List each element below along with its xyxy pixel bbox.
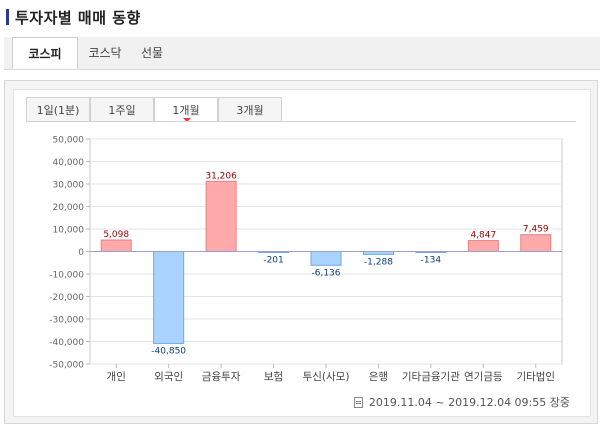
x-tick-label: 개인	[107, 371, 126, 383]
period-tab-1day[interactable]: 1일(1분)	[26, 97, 90, 122]
y-tick-label: -10,000	[49, 271, 84, 281]
data-label: -201	[263, 256, 283, 266]
x-tick-label: 연기금등	[464, 371, 503, 383]
data-label: -134	[421, 256, 442, 266]
period-tab-1week[interactable]: 1주일	[90, 97, 154, 122]
bar	[153, 251, 185, 344]
x-tick-label: 기타금융기관	[402, 371, 460, 383]
title-marker	[6, 9, 9, 25]
chart-footer: 2019.11.04 ~ 2019.12.04 09:55 장중	[353, 394, 570, 410]
tab-kospi[interactable]: 코스피	[12, 37, 78, 69]
bar	[205, 180, 237, 252]
page-title: 투자자별 매매 동향	[15, 8, 141, 27]
y-tick-label: 20,000	[53, 203, 85, 213]
data-label: -1,288	[364, 257, 393, 267]
y-tick-label: -40,000	[49, 338, 84, 348]
x-tick-label: 보험	[264, 371, 283, 383]
x-tick-label: 외국인	[154, 371, 183, 383]
y-tick-label: 10,000	[53, 226, 85, 236]
y-tick-label: -50,000	[49, 361, 84, 371]
data-label: -6,136	[311, 268, 340, 278]
y-tick-label: 0	[78, 248, 84, 258]
y-tick-label: 50,000	[53, 136, 85, 146]
data-label: -40,850	[151, 346, 186, 356]
x-tick-label: 투신(사모)	[303, 371, 350, 383]
bar	[467, 240, 499, 253]
tab-futures[interactable]: 선물	[140, 46, 164, 60]
data-label: 7,459	[523, 225, 549, 235]
x-tick-label: 은행	[369, 371, 388, 383]
data-label: 5,098	[103, 230, 129, 240]
data-label: 4,847	[470, 231, 496, 241]
period-tab-1month[interactable]: 1개월	[154, 97, 218, 122]
y-tick-label: -20,000	[49, 293, 84, 303]
x-tick-label: 기타법인	[516, 371, 555, 383]
bar	[310, 251, 342, 266]
x-tick-label: 금융투자	[202, 371, 241, 383]
active-caret-icon	[183, 118, 191, 122]
period-tab-divider	[26, 121, 576, 122]
y-tick-label: -30,000	[49, 316, 84, 326]
market-tab-bar: 코스피 코스닥 선물	[4, 37, 600, 70]
bar	[520, 234, 552, 253]
period-tab-3month[interactable]: 3개월	[218, 97, 282, 122]
y-tick-label: 40,000	[53, 158, 85, 168]
tab-kosdaq[interactable]: 코스닥	[88, 46, 122, 60]
period-tab-1month-label: 1개월	[172, 104, 200, 117]
document-icon	[353, 396, 363, 408]
y-tick-label: 30,000	[53, 181, 85, 191]
bar	[100, 239, 132, 252]
data-label: 31,206	[205, 171, 237, 181]
date-range-text: 2019.11.04 ~ 2019.12.04 09:55 장중	[368, 396, 570, 409]
section-title: 투자자별 매매 동향	[6, 6, 141, 28]
